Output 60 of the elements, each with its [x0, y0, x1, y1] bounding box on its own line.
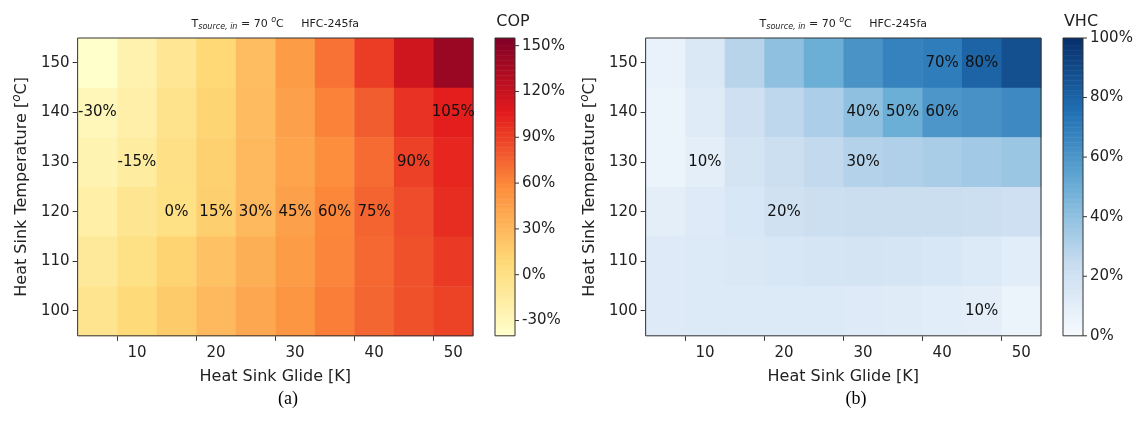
y-tick-label: 150: [40, 52, 70, 71]
color-bar-label: 150%: [522, 35, 565, 54]
color-bar-label: 80%: [1090, 87, 1124, 106]
data-label: 50%: [885, 102, 920, 121]
y-axis-title: Heat Sink Temperature [oC]: [576, 77, 599, 297]
data-label: 105%: [431, 102, 475, 121]
y-tick-label: 100: [40, 300, 70, 319]
data-label: 0%: [164, 201, 189, 220]
data-label: 10%: [688, 151, 722, 170]
color-bar-label: 0%: [1090, 325, 1114, 344]
data-label: 60%: [925, 102, 959, 121]
y-tick-label: 110: [608, 251, 638, 270]
x-tick-label: 40: [364, 342, 384, 361]
data-label: 10%: [965, 300, 999, 319]
y-tick-label: 120: [40, 201, 70, 220]
color-bar-label: 20%: [1090, 266, 1124, 285]
data-label: 40%: [846, 102, 880, 121]
data-label: 80%: [965, 52, 999, 71]
data-label: 15%: [199, 201, 233, 220]
y-tick-label: 130: [608, 151, 638, 170]
y-tick-label: 140: [40, 102, 70, 121]
color-bar-label: 30%: [522, 218, 556, 237]
data-label: 45%: [278, 201, 312, 220]
y-tick-label: 140: [608, 102, 638, 121]
x-tick-label: 30: [285, 342, 305, 361]
y-axis-title: Heat Sink Temperature [oC]: [8, 77, 31, 297]
y-tick-label: 130: [40, 151, 70, 170]
x-tick-label: 50: [443, 342, 463, 361]
data-label: 60%: [317, 201, 352, 220]
x-tick-label: 50: [1011, 342, 1031, 361]
x-tick-label: 30: [853, 342, 873, 361]
text: (b): [844, 388, 868, 409]
data-label: -30%: [78, 102, 117, 121]
color-bar-label: 90%: [522, 127, 556, 146]
y-tick-label: 150: [608, 52, 638, 71]
x-tick-label: 10: [695, 342, 715, 361]
data-label: 90%: [397, 151, 431, 170]
color-bar-label: 60%: [522, 172, 556, 191]
data-label: 75%: [357, 201, 391, 220]
data-label: 30%: [238, 201, 273, 220]
color-bar-label: 0%: [522, 264, 546, 283]
color-bar-label: 120%: [522, 81, 565, 100]
x-tick-label: 10: [127, 342, 147, 361]
y-tick-label: 110: [40, 251, 70, 270]
data-label: 70%: [925, 52, 959, 71]
color-bar-title: COP: [496, 11, 531, 31]
color-bar-label: 40%: [1090, 206, 1124, 225]
text: (a): [277, 388, 299, 409]
data-label: -15%: [117, 151, 157, 170]
x-tick-label: 40: [932, 342, 952, 361]
x-axis-title: Heat Sink Glide [K]: [199, 365, 352, 385]
x-tick-label: 20: [774, 342, 794, 361]
color-bar-label: -30%: [522, 310, 561, 329]
x-axis-title: Heat Sink Glide [K]: [767, 365, 920, 385]
y-tick-label: 120: [608, 201, 638, 220]
data-label: 20%: [767, 201, 801, 220]
y-tick-label: 100: [608, 300, 638, 319]
data-label: 30%: [846, 151, 880, 170]
x-tick-label: 20: [206, 342, 226, 361]
color-bar-label: 60%: [1090, 147, 1124, 166]
